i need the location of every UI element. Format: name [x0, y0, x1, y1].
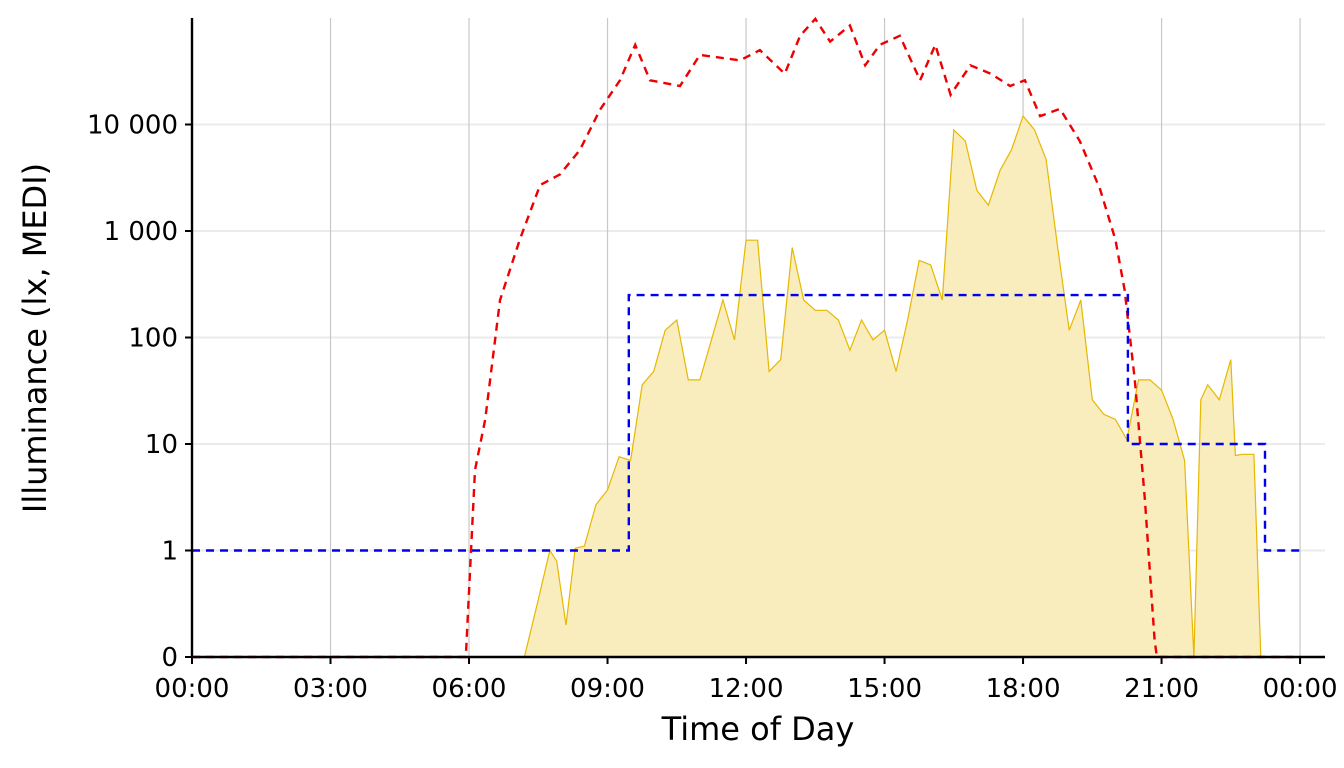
- y-tick-label: 1: [161, 537, 178, 567]
- y-tick-label: 100: [128, 324, 178, 354]
- x-tick-label: 09:00: [570, 674, 645, 704]
- x-tick-label: 18:00: [986, 674, 1061, 704]
- x-tick-label: 00:00: [1263, 674, 1338, 704]
- y-axis-title: Illuminance (lx, MEDI): [16, 163, 54, 513]
- line: [192, 293, 1301, 552]
- line: [192, 16, 1301, 659]
- x-axis-title: Time of Day: [661, 710, 855, 748]
- x-tick-label: 15:00: [847, 674, 922, 704]
- y-tick-label: 1 000: [104, 217, 178, 247]
- y-tick-label: 10: [145, 430, 178, 460]
- x-tick-label: 21:00: [1124, 674, 1199, 704]
- area: [192, 114, 1301, 658]
- y-tick-label: 10 000: [87, 111, 178, 141]
- x-tick-label: 06:00: [432, 674, 507, 704]
- x-tick-label: 03:00: [293, 674, 368, 704]
- y-tick-label: 0: [161, 643, 178, 673]
- x-tick-label: 00:00: [155, 674, 230, 704]
- x-tick-label: 12:00: [709, 674, 784, 704]
